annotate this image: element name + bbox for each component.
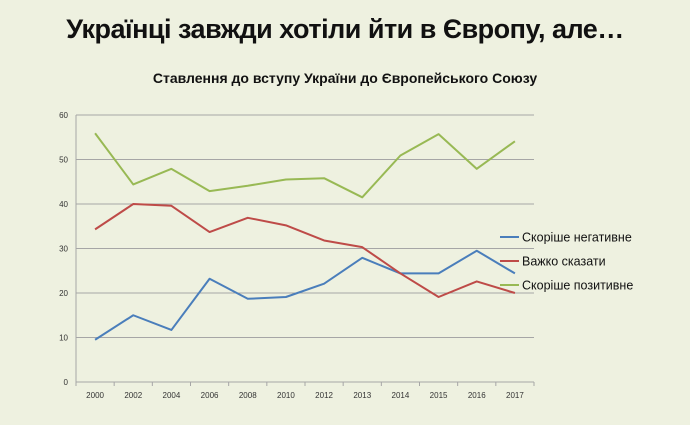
x-tick-label: 2015 bbox=[430, 391, 448, 400]
x-tick-label: 2006 bbox=[201, 391, 219, 400]
y-tick-label: 40 bbox=[59, 200, 68, 209]
legend-label: Важко сказати bbox=[522, 255, 606, 269]
x-tick-label: 2014 bbox=[392, 391, 410, 400]
x-tick-label: 2002 bbox=[124, 391, 142, 400]
legend-label: Скоріше негативне bbox=[522, 231, 632, 245]
x-tick-label: 2016 bbox=[468, 391, 486, 400]
y-tick-label: 10 bbox=[59, 334, 68, 343]
y-tick-label: 50 bbox=[59, 156, 68, 165]
x-tick-label: 2017 bbox=[506, 391, 524, 400]
x-tick-label: 2008 bbox=[239, 391, 257, 400]
y-tick-label: 30 bbox=[59, 245, 68, 254]
y-tick-label: 60 bbox=[59, 111, 68, 120]
y-tick-label: 0 bbox=[64, 378, 69, 387]
y-tick-label: 20 bbox=[59, 289, 68, 298]
x-tick-label: 2012 bbox=[315, 391, 333, 400]
x-tick-label: 2010 bbox=[277, 391, 295, 400]
series-line-1 bbox=[94, 203, 516, 299]
legend-label: Скоріше позитивне bbox=[522, 279, 633, 293]
x-tick-label: 2013 bbox=[353, 391, 371, 400]
series-line-2 bbox=[94, 132, 516, 199]
chart-subtitle: Ставлення до вступу України до Європейсь… bbox=[152, 70, 538, 86]
x-tick-label: 2004 bbox=[163, 391, 181, 400]
x-tick-label: 2000 bbox=[86, 391, 104, 400]
slide-title: Українці завжди хотіли йти в Європу, але… bbox=[66, 14, 624, 44]
series-line-0 bbox=[94, 249, 516, 341]
